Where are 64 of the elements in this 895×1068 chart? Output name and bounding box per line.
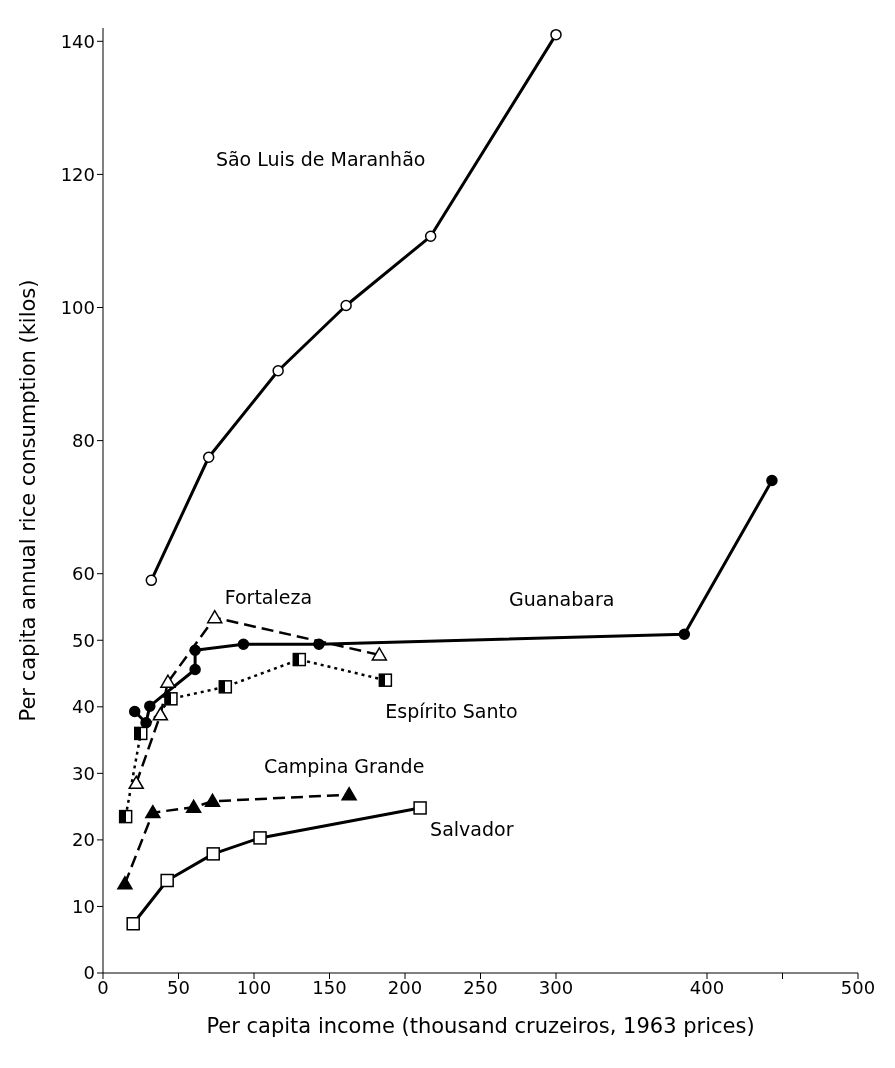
point [341, 786, 357, 801]
point [189, 663, 201, 676]
x-tick-label: 500 [840, 976, 876, 998]
series-label: Guanabara [509, 588, 615, 611]
point [128, 775, 144, 790]
point [189, 644, 201, 656]
series-label: Salvador [430, 817, 514, 840]
point [145, 574, 158, 587]
point [313, 638, 325, 650]
point [272, 364, 284, 377]
point [218, 680, 233, 694]
x-axis-title: Per capita income (thousand cruzeiros, 1963 prices) [206, 1014, 755, 1038]
point [766, 474, 778, 487]
point [292, 652, 307, 667]
x-tick-label: 300 [538, 976, 574, 998]
point [152, 707, 169, 721]
point [126, 917, 140, 931]
y-tick-label: 0 [83, 962, 95, 984]
y-tick-label: 120 [60, 163, 95, 185]
y-tick-label: 100 [60, 296, 95, 318]
point [185, 799, 202, 814]
x-tick-label: 250 [463, 976, 498, 998]
point [378, 673, 393, 687]
point [160, 873, 174, 888]
y-tick-label: 140 [60, 30, 95, 52]
y-tick-label: 20 [72, 829, 95, 851]
point [206, 609, 223, 624]
x-tick-label: 200 [387, 976, 423, 998]
point [134, 726, 148, 741]
point [117, 876, 133, 890]
point [128, 705, 141, 718]
x-tick-label: 50 [167, 976, 190, 998]
x-tick-label: 100 [236, 976, 272, 998]
y-tick-label: 50 [72, 629, 95, 651]
y-tick-label: 60 [72, 563, 95, 585]
point [253, 831, 267, 845]
point [206, 847, 220, 861]
point [424, 230, 437, 243]
y-tick-label: 10 [72, 895, 95, 917]
series-label: Campina Grande [263, 754, 425, 777]
point [202, 451, 215, 463]
point [237, 638, 250, 650]
point [550, 28, 562, 41]
point [340, 299, 352, 312]
point [140, 717, 152, 729]
point [164, 692, 178, 706]
point [204, 793, 221, 808]
point [160, 674, 176, 688]
y-tick-label: 80 [72, 430, 95, 451]
point [145, 804, 161, 819]
point [144, 700, 156, 712]
y-axis-title: Per capita annual rice consumption (kilos) [16, 279, 41, 722]
x-tick-label: 150 [312, 976, 347, 998]
series-label: Espírito Santo [385, 700, 518, 723]
series-label: Fortaleza [224, 585, 313, 608]
point [413, 801, 427, 815]
point [371, 647, 388, 661]
y-tick-label: 40 [72, 696, 95, 718]
text: São Luis de Maranhão [215, 148, 426, 171]
point [678, 628, 691, 641]
point [118, 809, 133, 824]
y-tick-label: 30 [72, 762, 95, 784]
x-tick-label: 0 [97, 976, 109, 998]
x-tick-label: 400 [689, 976, 725, 998]
